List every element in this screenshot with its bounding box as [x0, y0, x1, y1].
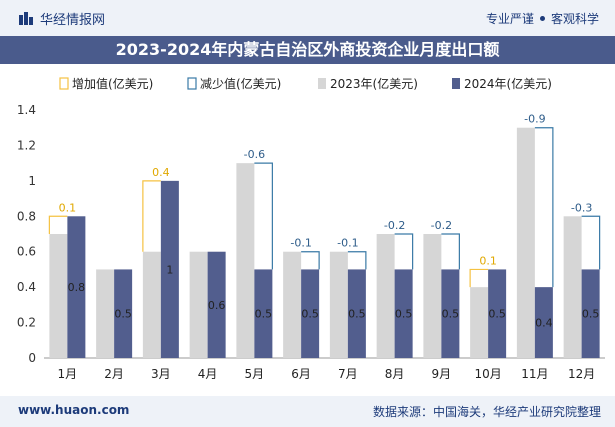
decrease-outline — [534, 127, 554, 288]
data-source: 数据来源：中国海关，华经产业研究院整理 — [372, 405, 601, 419]
decrease-outline — [254, 162, 273, 270]
y-tick-label: 0 — [28, 351, 36, 365]
legend-label-dec: 减少值(亿美元) — [200, 76, 281, 91]
legend-swatch-2024 — [452, 78, 460, 89]
brand: 华经情报网 — [18, 9, 105, 28]
decrease-outline — [301, 251, 320, 270]
slogan-left: 专业严谨 — [485, 12, 534, 26]
x-tick-label: 4月 — [198, 367, 218, 381]
chart: 增加值(亿美元) 减少值(亿美元) 2023年(亿美元) 2024年(亿美元) 0 0.2… — [17, 76, 605, 381]
y-tick-label: 1.4 — [17, 103, 36, 117]
x-tick-label: 6月 — [291, 367, 311, 381]
bar-2024 — [207, 251, 226, 358]
bar-2023 — [142, 251, 161, 358]
logo-icon — [19, 11, 33, 25]
value-label-2024: 0.6 — [208, 299, 226, 312]
change-label: -0.9 — [524, 113, 545, 126]
change-label: 0.1 — [59, 201, 77, 214]
x-tick-label: 10月 — [474, 367, 501, 381]
bar-2023 — [49, 234, 68, 358]
value-label-2024: 0.5 — [582, 308, 600, 321]
x-tick-label: 12月 — [568, 367, 595, 381]
bar-2023 — [516, 127, 535, 358]
y-tick-label: 1.2 — [17, 138, 36, 152]
legend-label-s1: 2024年(亿美元) — [464, 76, 552, 91]
legend-label-s0: 2023年(亿美元) — [330, 76, 418, 91]
y-tick-label: 0.8 — [17, 209, 36, 223]
bar-2023 — [376, 234, 395, 358]
decrease-outline — [394, 233, 414, 270]
brand-name: 华经情报网 — [40, 13, 106, 28]
bar-2023 — [283, 251, 302, 358]
value-label-2024: 0.5 — [488, 308, 506, 321]
value-label-2024: 0.4 — [535, 317, 553, 330]
change-label: -0.1 — [290, 237, 311, 250]
x-tick-label: 8月 — [385, 367, 405, 381]
value-label-2024: 0.5 — [114, 308, 132, 321]
dot-icon — [539, 16, 545, 21]
y-tick-label: 0.6 — [17, 245, 36, 259]
bar-2024 — [114, 269, 133, 358]
value-label-2024: 0.5 — [442, 308, 460, 321]
value-label-2024: 1 — [166, 263, 173, 276]
bar-2023 — [563, 216, 582, 358]
bar-2024 — [394, 269, 413, 358]
value-label-2024: 0.5 — [255, 308, 273, 321]
x-tick-label: 2月 — [104, 367, 124, 381]
change-label: -0.6 — [244, 148, 265, 161]
change-label: -0.1 — [337, 237, 358, 250]
value-label-2024: 0.5 — [395, 308, 413, 321]
change-label: -0.2 — [384, 219, 405, 232]
increase-outline — [469, 268, 489, 288]
bar-2023 — [423, 234, 442, 358]
decrease-outline — [581, 215, 601, 270]
value-label-2024: 0.5 — [301, 308, 319, 321]
change-label: -0.3 — [571, 201, 592, 214]
decrease-outline — [441, 233, 460, 270]
bar-2023 — [236, 163, 255, 358]
bar-2024 — [301, 269, 320, 358]
x-tick-label: 3月 — [151, 367, 171, 381]
legend-swatch-2023 — [318, 78, 326, 89]
bar-2023 — [470, 287, 489, 358]
legend-label-inc: 增加值(亿美元) — [72, 76, 153, 91]
x-tick-label: 1月 — [58, 367, 78, 381]
bottom-bar: www.huaon.com 数据来源：中国海关，华经产业研究院整理 — [0, 396, 615, 427]
bar-2024 — [488, 269, 507, 358]
increase-outline — [142, 180, 161, 252]
y-tick-label: 1 — [28, 174, 36, 188]
x-tick-label: 9月 — [432, 367, 452, 381]
decrease-outline — [347, 251, 367, 270]
x-tick-label: 5月 — [245, 367, 265, 381]
bar-2024 — [254, 269, 273, 358]
bar-2024 — [160, 180, 179, 358]
x-tick-label: 11月 — [521, 367, 548, 381]
slogan-right: 客观科学 — [550, 12, 599, 26]
value-label-2024: 0.8 — [68, 281, 86, 294]
value-label-2024: 0.5 — [348, 308, 366, 321]
bar-2023 — [189, 251, 208, 358]
legend-swatch-increase — [59, 77, 69, 90]
change-label: 0.4 — [152, 166, 170, 179]
bar-2024 — [534, 287, 553, 358]
change-label: -0.2 — [431, 219, 452, 232]
y-tick-label: 0.2 — [17, 316, 36, 330]
bar-2024 — [441, 269, 460, 358]
x-tick-label: 7月 — [338, 367, 358, 381]
chart-title: 2023-2024年内蒙古自治区外商投资企业月度出口额 — [0, 36, 615, 64]
legend-swatch-decrease — [187, 77, 197, 90]
bar-2023 — [329, 251, 348, 358]
slogan: 专业严谨 客观科学 — [486, 10, 599, 27]
website-link[interactable]: www.huaon.com — [18, 403, 130, 417]
change-label: 0.1 — [479, 254, 497, 267]
bar-2024 — [347, 269, 366, 358]
increase-outline — [48, 215, 68, 234]
y-tick-label: 0.4 — [17, 280, 36, 294]
bar-2023 — [96, 269, 115, 358]
bar-2024 — [581, 269, 600, 358]
bar-2024 — [67, 216, 86, 358]
top-bar: 华经情报网 专业严谨 客观科学 — [0, 0, 615, 36]
